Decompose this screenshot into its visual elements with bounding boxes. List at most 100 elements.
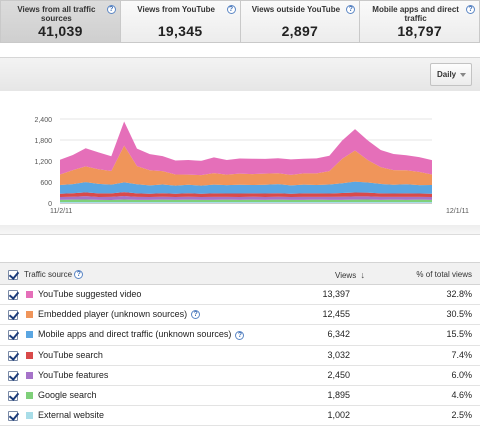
table-row[interactable]: YouTube suggested video 13,397 32.8% xyxy=(0,285,480,306)
row-source-text: YouTube features xyxy=(38,369,109,380)
row-source-label[interactable]: Embedded player (unknown sources)? xyxy=(38,309,201,320)
table-header: Traffic source ? Views ↓ % of total view… xyxy=(0,262,480,285)
row-views: 2,450 xyxy=(327,369,350,380)
traffic-chart: 2,400 1,800 1,200 600 0 11/2/11 12/1/11 xyxy=(0,91,480,225)
x-tick-label: 12/1/11 xyxy=(446,208,469,215)
help-icon[interactable]: ? xyxy=(74,270,84,280)
arrow-down-icon: ↓ xyxy=(360,270,365,280)
help-icon[interactable]: ? xyxy=(226,5,236,14)
area-series xyxy=(60,201,432,203)
table-row[interactable]: Embedded player (unknown sources)? 12,45… xyxy=(0,305,480,326)
row-source-label[interactable]: Google search xyxy=(38,390,97,400)
series-color-swatch xyxy=(26,331,33,339)
help-icon[interactable]: ? xyxy=(235,330,245,340)
row-pct: 15.5% xyxy=(446,329,472,340)
table-row[interactable]: Mobile apps and direct traffic (unknown … xyxy=(0,325,480,346)
table-body: YouTube suggested video 13,397 32.8% Emb… xyxy=(0,285,480,427)
row-source-label[interactable]: Mobile apps and direct traffic (unknown … xyxy=(38,329,245,340)
tile-value: 41,039 xyxy=(38,23,83,39)
area-series xyxy=(60,181,432,194)
row-checkbox[interactable] xyxy=(8,350,18,361)
column-header-views[interactable]: Views ↓ xyxy=(335,270,365,280)
help-icon[interactable]: ? xyxy=(191,310,201,320)
y-tick-label: 2,400 xyxy=(34,117,52,124)
summary-tiles: Views from all traffic sources ? 41,039 … xyxy=(0,0,480,43)
row-pct: 7.4% xyxy=(451,349,472,360)
column-header-views-label: Views xyxy=(335,271,357,280)
series-color-swatch xyxy=(26,291,33,298)
chart-footer xyxy=(0,225,480,235)
tile-outside-youtube[interactable]: Views outside YouTube ? 2,897 xyxy=(240,0,361,43)
row-source-label[interactable]: External website xyxy=(38,410,104,420)
row-views: 1,002 xyxy=(327,410,350,421)
row-source-text: YouTube search xyxy=(38,349,103,360)
row-checkbox[interactable] xyxy=(8,310,18,321)
row-views: 12,455 xyxy=(322,309,350,320)
row-source-text: YouTube suggested video xyxy=(38,289,142,299)
row-pct: 6.0% xyxy=(451,369,472,380)
select-all-checkbox[interactable] xyxy=(8,270,18,280)
table-row[interactable]: Google search 1,895 4.6% xyxy=(0,385,480,407)
row-pct: 2.5% xyxy=(451,410,472,421)
row-checkbox[interactable] xyxy=(8,370,18,381)
help-icon[interactable]: ? xyxy=(346,5,356,14)
table-row[interactable]: YouTube features 2,450 6.0% xyxy=(0,365,480,386)
series-color-swatch xyxy=(26,391,33,399)
tile-label: Views outside YouTube xyxy=(251,5,341,14)
row-source-text: Google search xyxy=(38,389,97,400)
help-icon[interactable]: ? xyxy=(466,5,475,14)
area-series xyxy=(60,145,432,186)
y-tick-label: 0 xyxy=(48,201,52,208)
row-checkbox[interactable] xyxy=(8,390,18,401)
column-header-source-label: Traffic source xyxy=(24,270,73,279)
chevron-down-icon xyxy=(460,73,466,77)
x-tick-label: 11/2/11 xyxy=(50,208,72,215)
table-row[interactable]: External website 1,002 2.5% xyxy=(0,406,480,427)
tile-value: 2,897 xyxy=(281,23,319,39)
traffic-source-table: Traffic source ? Views ↓ % of total view… xyxy=(0,262,480,427)
tile-value: 19,345 xyxy=(157,23,203,39)
row-source-label[interactable]: YouTube features xyxy=(38,370,108,380)
series-color-swatch xyxy=(26,371,33,379)
row-source-text: Embedded player (unknown sources) xyxy=(38,309,188,320)
row-source-label[interactable]: YouTube search xyxy=(38,350,103,360)
area-series xyxy=(60,199,432,202)
row-views: 1,895 xyxy=(327,389,350,400)
row-checkbox[interactable] xyxy=(8,290,18,300)
row-views: 3,032 xyxy=(327,349,350,360)
tile-mobile-direct[interactable]: Mobile apps and direct traffic ? 18,797 xyxy=(360,0,480,43)
chart-toolbar: Daily xyxy=(0,57,480,91)
column-header-source[interactable]: Traffic source ? xyxy=(24,270,84,280)
series-color-swatch xyxy=(26,351,33,359)
row-views: 6,342 xyxy=(327,329,350,340)
area-series xyxy=(60,121,432,176)
help-icon[interactable]: ? xyxy=(106,5,116,14)
tile-all-traffic[interactable]: Views from all traffic sources ? 41,039 xyxy=(0,0,121,43)
row-pct: 4.6% xyxy=(451,389,472,400)
row-pct: 30.5% xyxy=(446,309,472,320)
area-series xyxy=(60,192,432,198)
row-pct: 32.8% xyxy=(446,289,472,299)
row-checkbox[interactable] xyxy=(8,330,18,341)
row-source-text: Mobile apps and direct traffic (unknown … xyxy=(38,329,232,340)
tile-value: 18,797 xyxy=(397,23,442,39)
y-tick-label: 1,800 xyxy=(34,138,52,145)
tile-label: Views from all traffic sources xyxy=(17,5,96,23)
column-header-pct[interactable]: % of total views xyxy=(416,270,472,279)
tile-youtube[interactable]: Views from YouTube ? 19,345 xyxy=(120,0,241,43)
tile-label: Views from YouTube xyxy=(137,5,215,14)
row-source-label[interactable]: YouTube suggested video xyxy=(38,289,141,299)
row-source-text: External website xyxy=(38,410,105,421)
row-views: 13,397 xyxy=(322,289,350,299)
series-color-swatch xyxy=(26,412,33,420)
interval-select-value: Daily xyxy=(437,70,457,79)
y-tick-label: 1,200 xyxy=(34,159,52,166)
y-tick-label: 600 xyxy=(40,180,52,187)
area-series xyxy=(60,196,432,201)
row-checkbox[interactable] xyxy=(8,411,18,422)
table-row[interactable]: YouTube search 3,032 7.4% xyxy=(0,345,480,366)
stacked-area-chart: 2,400 1,800 1,200 600 011/2/11 12/1/11 xyxy=(34,117,469,215)
series-color-swatch xyxy=(26,311,33,319)
tile-label: Mobile apps and direct traffic xyxy=(372,5,459,23)
interval-select[interactable]: Daily xyxy=(430,63,472,86)
